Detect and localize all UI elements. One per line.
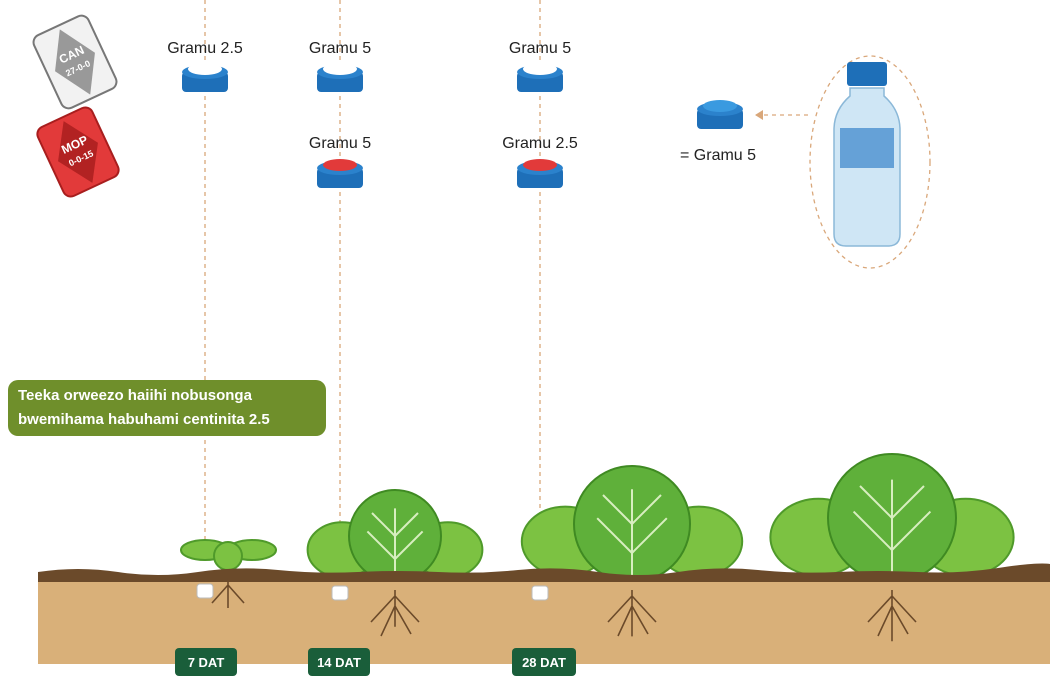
decoration bbox=[755, 110, 763, 120]
cap-fill bbox=[188, 63, 222, 75]
cap-fill bbox=[523, 159, 557, 171]
guides bbox=[205, 0, 540, 555]
instruction-note: Teeka orweezo haiihi nobusonga bwemihama… bbox=[8, 380, 326, 436]
fertilizer-pocket bbox=[532, 586, 548, 600]
amount-label: Gramu 5 bbox=[509, 40, 571, 57]
can-bag: CAN 27-0-0 bbox=[31, 13, 119, 111]
instruction-line: bwemihama habuhami centinita 2.5 bbox=[18, 411, 270, 428]
cap-fill bbox=[323, 63, 357, 75]
fertilizer-pocket bbox=[332, 586, 348, 600]
amount-label: Gramu 5 bbox=[309, 135, 371, 152]
decoration bbox=[847, 62, 887, 86]
decoration bbox=[840, 128, 894, 168]
leaf bbox=[214, 542, 242, 570]
equals-label: = Gramu 5 bbox=[680, 147, 756, 164]
dat-label: 14 DAT bbox=[317, 655, 361, 670]
dat-label: 28 DAT bbox=[522, 655, 566, 670]
caps bbox=[182, 63, 743, 188]
amount-label: Gramu 2.5 bbox=[167, 40, 243, 57]
mop-bag: MOP 0-0-15 bbox=[35, 105, 121, 199]
cap-fill bbox=[523, 63, 557, 75]
infographic: CAN 27-0-0 MOP 0-0-15 Gramu 2.5 Gramu 5 … bbox=[0, 0, 1051, 677]
cap-fill bbox=[323, 159, 357, 171]
fertilizer-pocket bbox=[197, 584, 213, 598]
plants bbox=[181, 454, 1014, 582]
bottle-group: = Gramu 5 bbox=[680, 56, 930, 268]
instruction-line: Teeka orweezo haiihi nobusonga bbox=[18, 387, 253, 404]
amount-label: Gramu 2.5 bbox=[502, 135, 578, 152]
amount-label: Gramu 5 bbox=[309, 40, 371, 57]
dat-label: 7 DAT bbox=[188, 655, 225, 670]
cap-fill bbox=[703, 100, 737, 112]
